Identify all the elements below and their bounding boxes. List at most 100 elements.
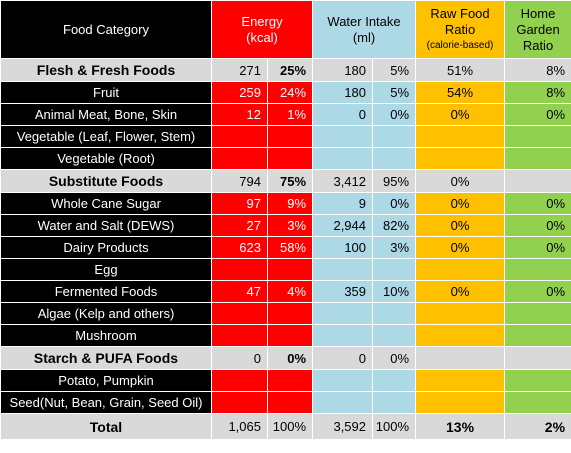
raw-ratio-cell: 0%: [415, 103, 506, 126]
kcal-cell: 794: [211, 169, 268, 193]
header-garden-label-3: Ratio: [522, 37, 554, 53]
kcal-cell: [211, 125, 268, 148]
table-row: Seed(Nut, Bean, Grain, Seed Oil): [0, 391, 571, 414]
water-cell: 0: [312, 103, 374, 126]
header-energy-unit: (kcal): [246, 29, 278, 45]
raw-ratio-cell: [415, 147, 506, 170]
kcal-pct-cell: 24%: [266, 81, 314, 104]
table-body: Flesh & Fresh Foods 271 25% 180 5% 51% 8% Fruit…: [0, 58, 571, 414]
raw-ratio-cell: 0%: [415, 169, 506, 193]
kcal-cell: 27: [211, 214, 268, 237]
kcal-pct-cell: 75%: [266, 169, 314, 193]
category-label: Substitute Foods: [0, 169, 212, 193]
water-cell: [312, 302, 374, 325]
kcal-cell: [211, 147, 268, 170]
header-garden-label-1: Home: [520, 5, 556, 21]
header-energy-label: Energy: [241, 13, 283, 29]
water-pct-cell: [372, 369, 417, 392]
category-label: Animal Meat, Bone, Skin: [0, 103, 212, 126]
table-row: Whole Cane Sugar 97 9% 9 0% 0% 0%: [0, 192, 571, 215]
kcal-cell: 623: [211, 236, 268, 259]
kcal-cell: 0: [211, 346, 268, 370]
water-cell: 2,944: [312, 214, 374, 237]
category-row: Substitute Foods 794 75% 3,412 95% 0%: [0, 169, 571, 193]
water-pct-cell: 3%: [372, 236, 417, 259]
water-pct-cell: [372, 147, 417, 170]
table-row: Vegetable (Root): [0, 147, 571, 170]
water-pct-cell: 10%: [372, 280, 417, 303]
header-garden-label-2: Garden: [516, 21, 560, 37]
water-pct-cell: 5%: [372, 58, 417, 82]
garden-ratio-cell: [504, 324, 571, 347]
table-row: Water and Salt (DEWS) 27 3% 2,944 82% 0% 0%: [0, 214, 571, 237]
garden-ratio-cell: 0%: [504, 280, 571, 303]
category-label: Egg: [0, 258, 212, 281]
kcal-cell: 259: [211, 81, 268, 104]
table-row: Dairy Products 623 58% 100 3% 0% 0%: [0, 236, 571, 259]
kcal-pct-cell: [266, 147, 314, 170]
raw-ratio-cell: 0%: [415, 192, 506, 215]
water-pct-cell: 95%: [372, 169, 417, 193]
header-raw-label-1: Raw Food: [430, 5, 490, 21]
header-home-garden: Home Garden Ratio: [504, 0, 571, 59]
category-label: Flesh & Fresh Foods: [0, 58, 212, 82]
water-pct-cell: 5%: [372, 81, 417, 104]
total-raw-ratio: 13%: [415, 413, 506, 440]
kcal-cell: [211, 258, 268, 281]
header-water: Water Intake (ml): [312, 0, 417, 59]
water-cell: 180: [312, 81, 374, 104]
total-kcal: 1,065: [211, 413, 268, 440]
kcal-pct-cell: [266, 391, 314, 414]
table-row: Fermented Foods 47 4% 359 10% 0% 0%: [0, 280, 571, 303]
raw-ratio-cell: 0%: [415, 214, 506, 237]
kcal-pct-cell: [266, 369, 314, 392]
garden-ratio-cell: [504, 391, 571, 414]
category-label: Water and Salt (DEWS): [0, 214, 212, 237]
water-pct-cell: [372, 125, 417, 148]
category-label: Whole Cane Sugar: [0, 192, 212, 215]
header-raw-label-2: Ratio: [444, 21, 476, 37]
kcal-pct-cell: [266, 258, 314, 281]
food-table: Food Category Energy (kcal) Water Intake…: [0, 0, 571, 440]
category-label: Fruit: [0, 81, 212, 104]
raw-ratio-cell: 0%: [415, 236, 506, 259]
garden-ratio-cell: [504, 369, 571, 392]
table-row: Mushroom: [0, 324, 571, 347]
garden-ratio-cell: 0%: [504, 192, 571, 215]
garden-ratio-cell: 8%: [504, 81, 571, 104]
garden-ratio-cell: 0%: [504, 103, 571, 126]
garden-ratio-cell: [504, 147, 571, 170]
raw-ratio-cell: 54%: [415, 81, 506, 104]
kcal-pct-cell: 1%: [266, 103, 314, 126]
total-label: Total: [0, 413, 212, 440]
water-cell: 9: [312, 192, 374, 215]
total-water-pct: 100%: [372, 413, 417, 440]
table-row: Potato, Pumpkin: [0, 369, 571, 392]
water-pct-cell: 0%: [372, 346, 417, 370]
header-raw-food: Raw Food Ratio (calorie-based): [415, 0, 506, 59]
table-row: Egg: [0, 258, 571, 281]
category-label: Starch & PUFA Foods: [0, 346, 212, 370]
water-pct-cell: [372, 391, 417, 414]
total-garden-ratio: 2%: [504, 413, 571, 440]
water-cell: 359: [312, 280, 374, 303]
garden-ratio-cell: [504, 346, 571, 370]
kcal-cell: 47: [211, 280, 268, 303]
kcal-cell: 12: [211, 103, 268, 126]
water-pct-cell: [372, 258, 417, 281]
water-cell: 100: [312, 236, 374, 259]
category-label: Dairy Products: [0, 236, 212, 259]
water-cell: [312, 258, 374, 281]
water-cell: [312, 125, 374, 148]
total-water: 3,592: [312, 413, 374, 440]
kcal-cell: [211, 369, 268, 392]
water-pct-cell: 82%: [372, 214, 417, 237]
category-row: Starch & PUFA Foods 0 0% 0 0%: [0, 346, 571, 370]
kcal-pct-cell: [266, 302, 314, 325]
raw-ratio-cell: [415, 258, 506, 281]
water-cell: [312, 324, 374, 347]
water-cell: [312, 369, 374, 392]
water-pct-cell: [372, 324, 417, 347]
kcal-cell: 271: [211, 58, 268, 82]
garden-ratio-cell: [504, 169, 571, 193]
